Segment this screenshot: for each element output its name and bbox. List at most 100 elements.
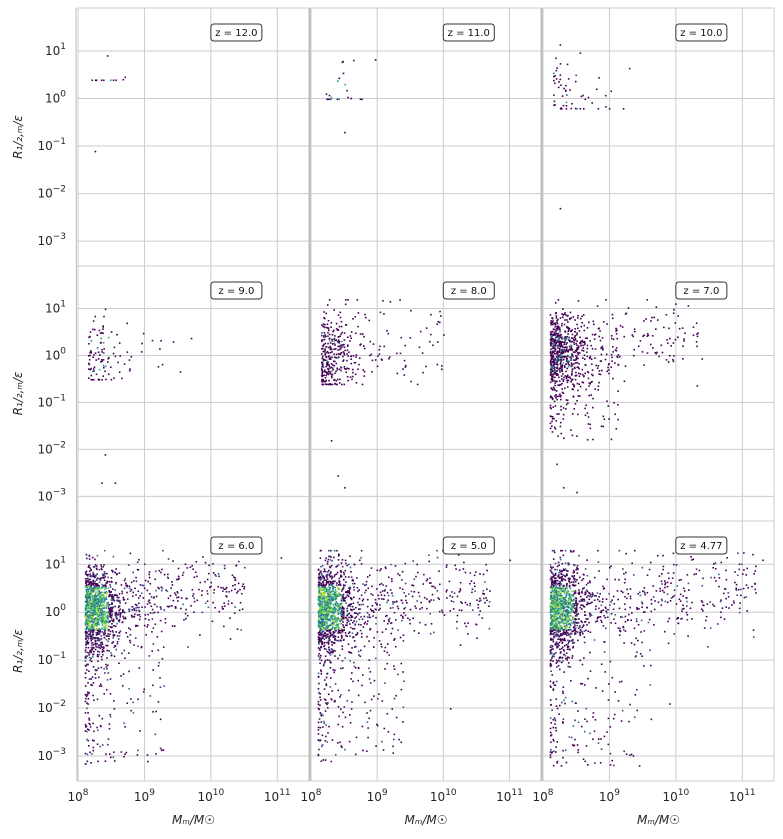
data-point — [96, 604, 99, 607]
data-point — [353, 620, 355, 622]
data-point — [399, 587, 401, 589]
data-point — [582, 341, 585, 344]
data-point — [88, 588, 90, 590]
data-point — [331, 622, 334, 624]
data-point — [333, 575, 336, 578]
data-point — [350, 678, 352, 680]
data-point — [377, 697, 379, 700]
data-point — [358, 357, 361, 359]
data-point — [354, 316, 357, 318]
data-point — [612, 338, 615, 341]
data-point — [572, 337, 574, 339]
data-point — [328, 365, 331, 368]
data-point — [325, 383, 328, 386]
data-point — [111, 606, 113, 609]
data-point — [119, 355, 122, 357]
data-point — [357, 613, 359, 615]
data-point — [159, 348, 161, 350]
outlier-point — [562, 487, 565, 489]
data-point — [227, 600, 230, 602]
data-point — [317, 611, 320, 614]
data-point — [102, 647, 105, 650]
data-point — [111, 609, 113, 611]
data-point — [318, 604, 321, 606]
data-point — [584, 407, 586, 410]
data-point — [138, 602, 140, 605]
panel-1: z = 12.0 — [77, 7, 310, 267]
data-point — [555, 396, 557, 399]
data-point — [692, 334, 695, 337]
data-point — [321, 734, 324, 737]
data-point — [147, 624, 149, 626]
data-point — [324, 624, 327, 627]
data-point — [373, 611, 375, 614]
data-point — [577, 314, 579, 317]
data-point — [650, 320, 652, 322]
data-point — [559, 329, 561, 332]
data-point — [388, 620, 390, 623]
data-point — [324, 611, 327, 613]
data-point — [131, 606, 134, 608]
data-point — [562, 660, 564, 662]
data-point — [667, 572, 670, 574]
data-point — [549, 360, 552, 363]
data-point — [606, 400, 608, 403]
data-point — [325, 603, 328, 605]
data-point — [84, 685, 87, 687]
data-point — [342, 711, 344, 714]
data-point — [323, 374, 325, 377]
data-point — [341, 645, 344, 648]
data-point — [345, 581, 347, 583]
data-point — [386, 591, 389, 594]
data-point — [597, 108, 600, 110]
data-point — [87, 610, 90, 613]
data-point — [556, 361, 558, 363]
data-point — [85, 638, 87, 641]
data-point — [234, 579, 236, 582]
data-point — [86, 728, 89, 731]
data-point — [85, 581, 87, 583]
data-point — [129, 368, 131, 370]
data-point — [383, 594, 386, 597]
data-point — [100, 594, 102, 596]
data-point — [349, 714, 351, 716]
outlier-point — [114, 482, 117, 484]
data-point — [564, 336, 567, 339]
data-point — [378, 349, 381, 351]
data-point — [98, 596, 101, 598]
data-point — [317, 599, 320, 601]
data-point — [456, 620, 458, 623]
data-point — [93, 585, 96, 588]
data-point — [324, 335, 327, 338]
data-point — [88, 583, 90, 586]
data-point — [572, 351, 575, 353]
data-point — [97, 603, 100, 606]
data-point — [551, 425, 553, 428]
data-point — [413, 591, 416, 593]
data-point — [325, 587, 328, 590]
data-point — [322, 580, 324, 583]
data-point — [339, 654, 341, 657]
data-point — [607, 363, 610, 366]
data-point — [563, 376, 565, 379]
data-point — [559, 398, 562, 401]
data-point — [577, 372, 580, 375]
data-point — [393, 668, 396, 670]
data-point — [120, 675, 122, 677]
data-point — [370, 698, 373, 701]
data-point — [115, 582, 117, 584]
data-point — [335, 639, 338, 642]
data-point — [317, 687, 320, 690]
data-point — [90, 762, 92, 764]
data-point — [363, 370, 366, 373]
data-point — [612, 346, 614, 348]
data-point — [101, 621, 104, 624]
data-point — [319, 662, 321, 665]
data-point — [148, 619, 150, 621]
data-point — [100, 359, 103, 361]
data-point — [632, 335, 634, 338]
data-point — [324, 659, 327, 662]
data-point — [98, 598, 100, 601]
data-point — [101, 591, 103, 594]
data-point — [101, 744, 104, 746]
